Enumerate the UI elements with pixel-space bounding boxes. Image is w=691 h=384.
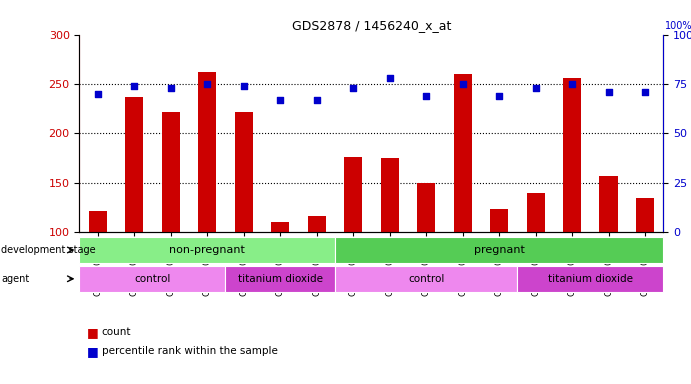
Text: 100%: 100%: [665, 21, 691, 31]
Bar: [490, 209, 509, 232]
Bar: [88, 210, 107, 232]
Bar: [563, 78, 581, 232]
Point: [530, 85, 541, 91]
Bar: [162, 112, 180, 232]
Text: agent: agent: [1, 274, 30, 284]
Text: non-pregnant: non-pregnant: [169, 245, 245, 255]
Point: [311, 97, 322, 103]
Text: titanium dioxide: titanium dioxide: [548, 274, 633, 284]
Point: [493, 93, 504, 99]
Point: [92, 91, 103, 97]
Point: [640, 89, 651, 95]
Point: [603, 89, 614, 95]
Point: [348, 85, 359, 91]
Bar: [344, 157, 362, 232]
Point: [457, 81, 468, 87]
Point: [567, 81, 578, 87]
Bar: [600, 176, 618, 232]
Text: development stage: development stage: [1, 245, 96, 255]
Text: pregnant: pregnant: [474, 245, 524, 255]
Point: [165, 85, 176, 91]
Bar: [381, 158, 399, 232]
Bar: [198, 72, 216, 232]
Point: [202, 81, 213, 87]
Bar: [636, 198, 654, 232]
Bar: [234, 112, 253, 232]
Point: [129, 83, 140, 89]
Bar: [527, 193, 545, 232]
Text: control: control: [134, 274, 171, 284]
Point: [384, 75, 395, 81]
Bar: [417, 183, 435, 232]
Text: count: count: [102, 327, 131, 337]
Text: ■: ■: [86, 345, 98, 358]
Point: [274, 97, 285, 103]
Bar: [307, 217, 325, 232]
Title: GDS2878 / 1456240_x_at: GDS2878 / 1456240_x_at: [292, 19, 451, 32]
Bar: [271, 222, 290, 232]
Text: percentile rank within the sample: percentile rank within the sample: [102, 346, 278, 356]
Point: [421, 93, 432, 99]
Text: control: control: [408, 274, 444, 284]
Point: [238, 83, 249, 89]
Text: titanium dioxide: titanium dioxide: [238, 274, 323, 284]
Bar: [125, 97, 143, 232]
Bar: [453, 74, 472, 232]
Text: ■: ■: [86, 326, 98, 339]
